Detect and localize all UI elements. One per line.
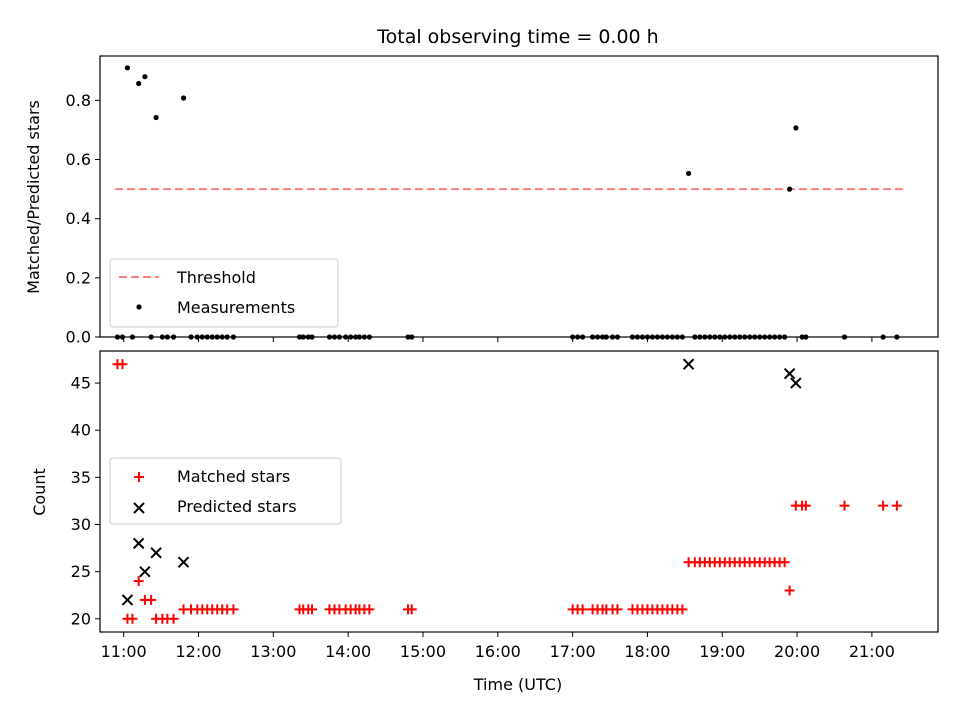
count-ytick-label: 20 <box>71 609 91 628</box>
matched-star-point <box>364 604 375 615</box>
predicted-star-point <box>150 547 162 559</box>
matched-star-point <box>228 604 239 615</box>
count-panel-marks <box>112 358 902 624</box>
count-xtick-label: 15:00 <box>400 642 446 661</box>
count-panel-ylabel: Count <box>30 468 49 516</box>
count-xtick-label: 11:00 <box>101 642 147 661</box>
count-xtick-label: 21:00 <box>849 642 895 661</box>
predicted-star-point <box>121 594 134 606</box>
count-xtick-label: 18:00 <box>624 642 670 661</box>
count-ytick-label: 35 <box>71 468 91 487</box>
matched-star-point <box>677 604 688 615</box>
predicted-star-point <box>139 565 151 578</box>
predicted-star-point <box>132 537 145 550</box>
count-xtick-label: 17:00 <box>550 642 596 661</box>
measurement-point <box>153 114 159 121</box>
legend-measurements-label: Measurements <box>177 298 295 317</box>
count-xtick-label: 20:00 <box>774 642 820 661</box>
measurement-point <box>180 95 187 101</box>
legend-predicted-label: Predicted stars <box>177 497 297 516</box>
matched-star-point <box>306 604 317 615</box>
measurement-point <box>793 125 799 131</box>
predicted-star-point <box>682 358 695 370</box>
legend-matched-swatch <box>134 472 144 482</box>
legend-predicted-swatch <box>133 502 145 514</box>
matched-star-point <box>406 604 417 615</box>
measurement-point <box>787 186 793 192</box>
count-ytick-label: 45 <box>71 374 91 393</box>
matched-star-point <box>168 613 179 624</box>
matched-star-point <box>577 604 588 615</box>
count-ytick-label: 40 <box>71 421 91 440</box>
ratio-panel-marks <box>114 65 907 340</box>
legend-matched-label: Matched stars <box>177 467 290 486</box>
count-panel-frame <box>99 350 939 633</box>
predicted-star-point <box>790 377 802 389</box>
predicted-star-point <box>783 367 796 380</box>
chart-title: Total observing time = 0.00 h <box>376 26 658 48</box>
measurement-point <box>142 74 148 80</box>
count-xtick-label: 12:00 <box>175 642 221 661</box>
matched-star-point <box>878 500 889 511</box>
legend-threshold-label: Threshold <box>176 268 256 287</box>
ratio-panel-legend: Threshold Measurements <box>109 258 339 328</box>
matched-star-point <box>779 557 790 568</box>
matched-star-point <box>784 585 795 596</box>
ratio-panel-ylabel: Matched/Predicted stars <box>24 100 43 294</box>
count-ytick-label: 30 <box>71 515 91 534</box>
count-xtick-label: 14:00 <box>325 642 371 661</box>
matched-star-point <box>133 576 144 587</box>
count-xtick-label: 16:00 <box>475 642 521 661</box>
measurement-point <box>685 170 692 177</box>
ratio-panel-frame <box>99 55 939 338</box>
axes-group: 0.0 0.2 0.4 0.6 0.8 20 25 30 35 40 45 11:00 12:00 13:… <box>66 55 939 661</box>
matched-star-point <box>800 500 811 511</box>
measurement-point <box>124 65 131 71</box>
matched-star-point <box>146 594 157 605</box>
matched-star-point <box>127 613 138 624</box>
ratio-ytick-label: 0.2 <box>66 268 91 287</box>
matched-star-point <box>612 604 623 615</box>
measurement-point <box>136 80 142 87</box>
matched-star-point <box>117 359 128 370</box>
matched-star-point <box>839 500 850 511</box>
count-ytick-label: 25 <box>71 562 91 581</box>
count-xtick-label: 19:00 <box>699 642 745 661</box>
count-panel-xlabel: Time (UTC) <box>473 675 562 694</box>
ratio-ytick-label: 0.0 <box>66 328 91 347</box>
ratio-ytick-label: 0.8 <box>66 91 91 110</box>
ratio-ytick-label: 0.6 <box>66 150 91 169</box>
legend-measurements-swatch <box>136 304 142 310</box>
count-panel-legend: Matched stars Predicted stars <box>109 457 342 525</box>
count-xtick-label: 13:00 <box>250 642 296 661</box>
ratio-ytick-label: 0.4 <box>66 209 91 228</box>
predicted-star-point <box>177 556 190 568</box>
matched-star-point <box>891 500 902 511</box>
